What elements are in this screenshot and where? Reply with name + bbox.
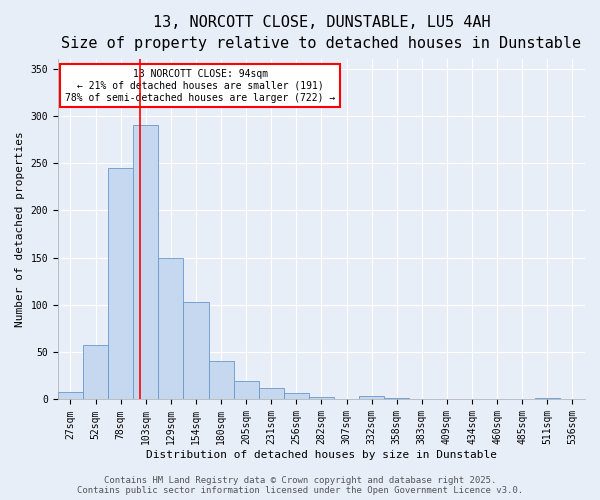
Bar bbox=[158, 258, 184, 400]
Text: 13 NORCOTT CLOSE: 94sqm
← 21% of detached houses are smaller (191)
78% of semi-d: 13 NORCOTT CLOSE: 94sqm ← 21% of detache… bbox=[65, 70, 335, 102]
Bar bbox=[58, 392, 83, 400]
Bar bbox=[184, 302, 209, 400]
Bar bbox=[359, 396, 384, 400]
Bar bbox=[108, 168, 133, 400]
Bar bbox=[309, 396, 334, 400]
Y-axis label: Number of detached properties: Number of detached properties bbox=[15, 132, 25, 327]
X-axis label: Distribution of detached houses by size in Dunstable: Distribution of detached houses by size … bbox=[146, 450, 497, 460]
Bar bbox=[259, 388, 284, 400]
Bar bbox=[233, 380, 259, 400]
Bar bbox=[284, 393, 309, 400]
Bar bbox=[209, 360, 233, 400]
Bar bbox=[83, 344, 108, 400]
Bar bbox=[133, 126, 158, 400]
Title: 13, NORCOTT CLOSE, DUNSTABLE, LU5 4AH
Size of property relative to detached hous: 13, NORCOTT CLOSE, DUNSTABLE, LU5 4AH Si… bbox=[61, 15, 581, 51]
Bar bbox=[384, 398, 409, 400]
Text: Contains HM Land Registry data © Crown copyright and database right 2025.
Contai: Contains HM Land Registry data © Crown c… bbox=[77, 476, 523, 495]
Bar bbox=[535, 398, 560, 400]
